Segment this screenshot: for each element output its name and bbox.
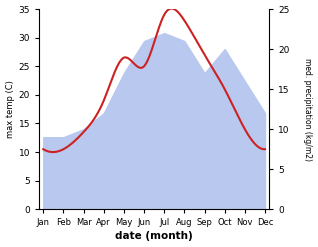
Y-axis label: max temp (C): max temp (C) [5,80,15,138]
X-axis label: date (month): date (month) [115,231,193,242]
Y-axis label: med. precipitation (kg/m2): med. precipitation (kg/m2) [303,58,313,161]
